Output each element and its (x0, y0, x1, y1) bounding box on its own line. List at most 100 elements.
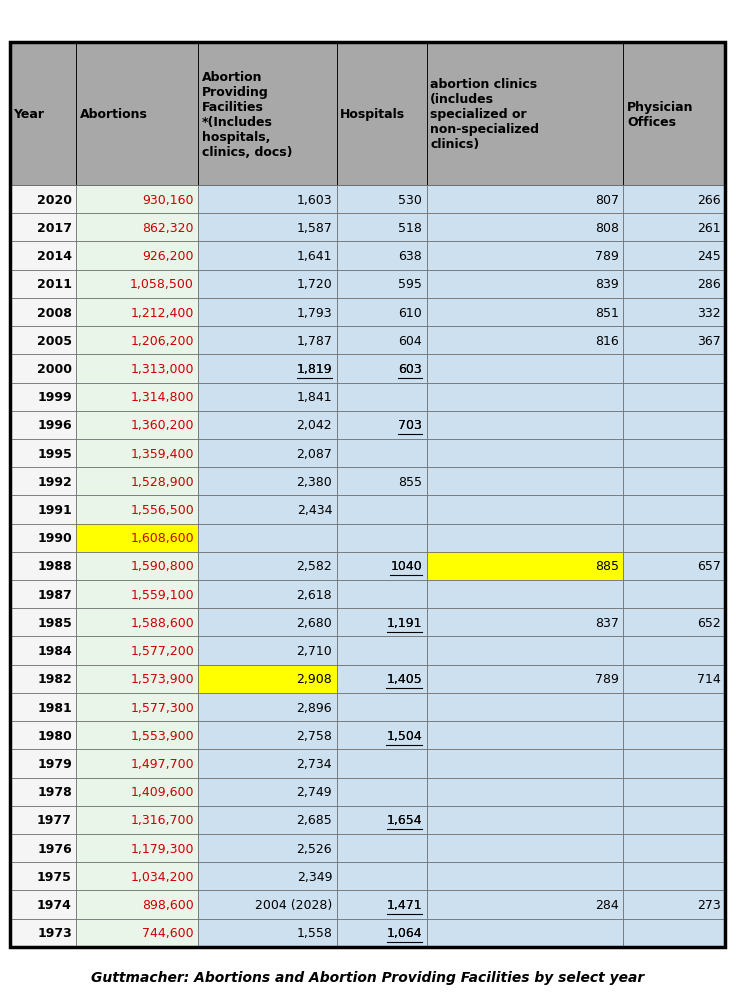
Text: 807: 807 (595, 193, 619, 206)
Bar (76, 496, 198, 524)
Text: 1,316,700: 1,316,700 (130, 814, 194, 827)
Text: 808: 808 (595, 221, 619, 234)
Bar (10, 271, 76, 299)
Bar (198, 440, 337, 468)
Text: 530: 530 (398, 193, 422, 206)
Text: 2,042: 2,042 (296, 419, 332, 432)
Bar (76, 637, 198, 665)
Bar (623, 242, 725, 271)
Bar (426, 806, 623, 834)
Bar (623, 806, 725, 834)
Bar (76, 693, 198, 721)
Text: 1,603: 1,603 (296, 193, 332, 206)
Bar (426, 412, 623, 440)
Text: 744,600: 744,600 (143, 926, 194, 939)
Text: 851: 851 (595, 307, 619, 320)
Bar (426, 242, 623, 271)
Bar (76, 919, 198, 947)
Text: 1040: 1040 (390, 560, 422, 573)
Bar (337, 412, 426, 440)
Text: 2000: 2000 (37, 363, 72, 376)
Bar (198, 242, 337, 271)
Bar (623, 496, 725, 524)
Bar (198, 693, 337, 721)
Bar (337, 271, 426, 299)
Bar (337, 186, 426, 214)
Text: 2,758: 2,758 (296, 729, 332, 742)
Text: 2014: 2014 (37, 249, 72, 263)
Bar (76, 186, 198, 214)
Text: 1977: 1977 (37, 814, 72, 827)
Bar (76, 412, 198, 440)
Text: 332: 332 (698, 307, 721, 320)
Text: 1,573,900: 1,573,900 (130, 672, 194, 685)
Bar (337, 637, 426, 665)
Bar (76, 299, 198, 327)
Text: 1,528,900: 1,528,900 (130, 475, 194, 488)
Bar (623, 778, 725, 806)
Bar (198, 608, 337, 637)
Text: 885: 885 (595, 560, 619, 573)
Text: 862,320: 862,320 (143, 221, 194, 234)
Bar (10, 552, 76, 580)
Bar (337, 383, 426, 412)
Text: 855: 855 (398, 475, 422, 488)
Text: 1,841: 1,841 (296, 391, 332, 404)
Bar (623, 299, 725, 327)
Bar (198, 834, 337, 863)
Text: 2,896: 2,896 (296, 700, 332, 713)
Bar (76, 721, 198, 749)
Bar (623, 919, 725, 947)
Text: 1987: 1987 (37, 588, 72, 601)
Bar (76, 468, 198, 496)
Text: 652: 652 (698, 616, 721, 629)
Bar (623, 721, 725, 749)
Text: 1,206,200: 1,206,200 (130, 335, 194, 348)
Bar (10, 214, 76, 242)
Bar (10, 496, 76, 524)
Bar (10, 637, 76, 665)
Bar (337, 693, 426, 721)
Bar (76, 440, 198, 468)
Text: 2011: 2011 (37, 278, 72, 291)
Bar (76, 355, 198, 383)
Bar (10, 778, 76, 806)
Text: 595: 595 (398, 278, 422, 291)
Text: 1,819: 1,819 (296, 363, 332, 376)
Text: 1,720: 1,720 (296, 278, 332, 291)
Bar (10, 693, 76, 721)
Text: 1,058,500: 1,058,500 (130, 278, 194, 291)
Text: Abortion
Providing
Facilities
*(Includes
hospitals,
clinics, docs): Abortion Providing Facilities *(Includes… (202, 70, 293, 158)
Bar (10, 43, 76, 186)
Text: 657: 657 (698, 560, 721, 573)
Text: 1,553,900: 1,553,900 (130, 729, 194, 742)
Bar (337, 749, 426, 778)
Bar (10, 806, 76, 834)
Text: 1999: 1999 (37, 391, 72, 404)
Text: 284: 284 (595, 898, 619, 911)
Bar (198, 299, 337, 327)
Bar (76, 834, 198, 863)
Bar (623, 693, 725, 721)
Text: 261: 261 (698, 221, 721, 234)
Bar (337, 242, 426, 271)
Text: 1,313,000: 1,313,000 (130, 363, 194, 376)
Text: 2,618: 2,618 (296, 588, 332, 601)
Text: 1,191: 1,191 (387, 616, 422, 629)
Text: 2,582: 2,582 (296, 560, 332, 573)
Text: 2,710: 2,710 (296, 644, 332, 657)
Text: 1974: 1974 (37, 898, 72, 911)
Text: 1,558: 1,558 (296, 926, 332, 939)
Text: 1,314,800: 1,314,800 (130, 391, 194, 404)
Text: 603: 603 (398, 363, 422, 376)
Text: 1,787: 1,787 (296, 335, 332, 348)
Bar (623, 271, 725, 299)
Bar (76, 665, 198, 693)
Text: 1,504: 1,504 (387, 729, 422, 742)
Bar (623, 834, 725, 863)
Text: 1,556,500: 1,556,500 (130, 504, 194, 516)
Bar (426, 43, 623, 186)
Text: 1984: 1984 (37, 644, 72, 657)
Text: 1,360,200: 1,360,200 (130, 419, 194, 432)
Text: 1,819: 1,819 (296, 363, 332, 376)
